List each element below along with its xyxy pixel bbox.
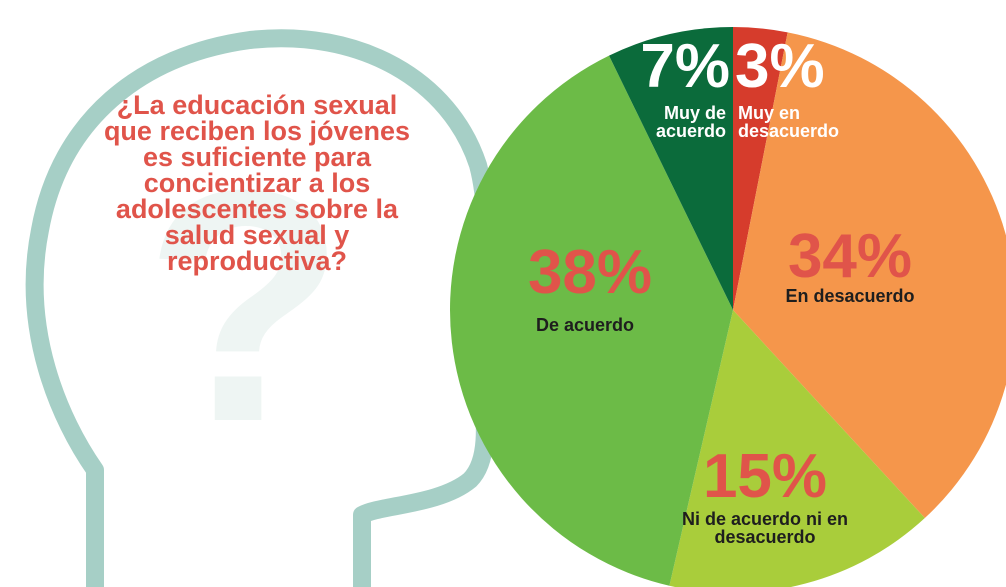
- value-label: 3%: [735, 36, 825, 98]
- infographic: ? ¿La educación sexual que reciben los j…: [0, 0, 1006, 587]
- chart-title: ¿La educación sexual que reciben los jóv…: [98, 92, 416, 274]
- value-label: 38%: [520, 242, 660, 304]
- category-label: Muy en desacuerdo: [738, 104, 888, 140]
- value-label: 15%: [690, 446, 840, 508]
- category-label: En desacuerdo: [780, 287, 920, 305]
- category-label: Ni de acuerdo ni en desacuerdo: [680, 510, 850, 546]
- value-label: 34%: [780, 226, 920, 288]
- category-label: Muy de acuerdo: [620, 104, 726, 140]
- category-label: De acuerdo: [500, 316, 670, 334]
- value-label: 7%: [610, 36, 730, 98]
